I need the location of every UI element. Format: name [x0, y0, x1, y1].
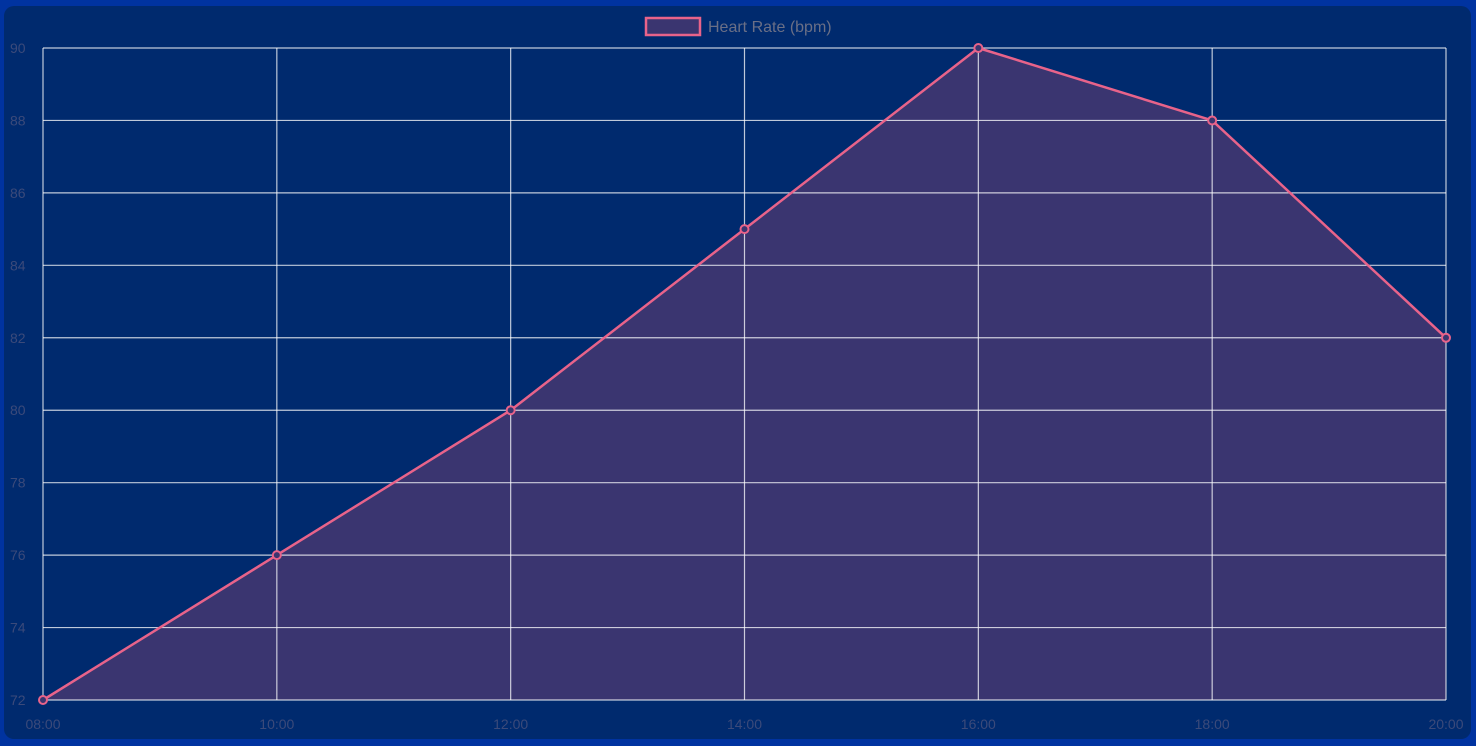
y-tick-label: 90	[10, 40, 26, 56]
x-tick-label: 14:00	[727, 716, 762, 732]
legend-label[interactable]: Heart Rate (bpm)	[708, 19, 832, 36]
data-point[interactable]	[973, 43, 984, 53]
series-layer	[38, 43, 1451, 705]
y-tick-label: 80	[10, 402, 26, 418]
y-tick-label: 84	[10, 257, 26, 273]
data-point[interactable]	[739, 224, 750, 235]
y-tick-label: 82	[10, 330, 26, 346]
data-point[interactable]	[505, 405, 516, 416]
y-tick-label: 88	[10, 112, 26, 128]
x-tick-label: 18:00	[1195, 716, 1230, 732]
axis-labels: 72 74 76 78 80 82 84 86 88 90 08:00 10:00 12:00 14:00…	[10, 40, 1464, 732]
x-tick-label: 20:00	[1428, 716, 1463, 732]
data-point[interactable]	[1441, 332, 1451, 343]
legend[interactable]: Heart Rate (bpm)	[644, 16, 832, 37]
legend-swatch[interactable]	[644, 16, 702, 37]
grid-layer	[42, 47, 1447, 701]
x-tick-label: 16:00	[961, 716, 996, 732]
y-tick-label: 72	[10, 692, 26, 708]
y-tick-label: 76	[10, 547, 26, 563]
x-tick-label: 10:00	[259, 716, 294, 732]
x-tick-label: 08:00	[25, 716, 60, 732]
x-tick-label: 12:00	[493, 716, 528, 732]
y-tick-label: 74	[10, 620, 26, 636]
data-point[interactable]	[1207, 115, 1218, 126]
y-tick-label: 78	[10, 475, 26, 491]
data-point[interactable]	[271, 550, 282, 561]
data-point[interactable]	[38, 695, 48, 705]
y-tick-label: 86	[10, 185, 26, 201]
